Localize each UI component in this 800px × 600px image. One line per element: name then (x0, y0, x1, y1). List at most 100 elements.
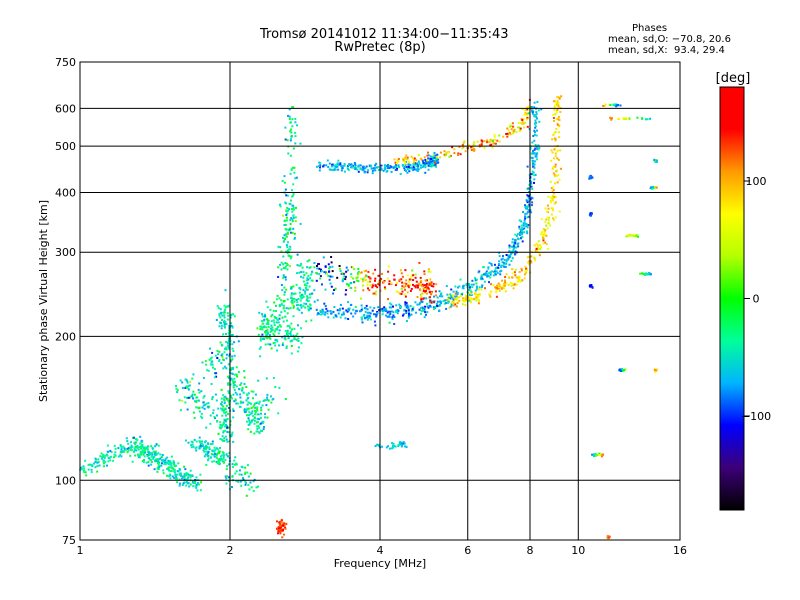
data-point (215, 454, 218, 457)
data-point (427, 154, 430, 157)
data-point (416, 169, 419, 172)
data-point (556, 157, 559, 160)
data-point (290, 286, 293, 288)
data-point (297, 304, 300, 306)
data-point (220, 322, 222, 325)
data-point (143, 455, 146, 458)
data-point (299, 299, 302, 302)
data-point (123, 447, 126, 450)
data-point (553, 173, 556, 176)
data-point (426, 305, 429, 308)
data-point (192, 480, 194, 483)
data-point (290, 255, 293, 258)
y-tick-label: 750 (55, 56, 76, 69)
data-point (107, 460, 110, 463)
data-point (635, 235, 638, 238)
data-point (327, 263, 330, 266)
data-point (537, 245, 540, 248)
data-point (135, 449, 138, 452)
data-point (342, 277, 345, 280)
data-point (204, 360, 207, 363)
data-point (283, 234, 286, 237)
data-point (106, 444, 109, 447)
data-point (407, 285, 410, 288)
data-point (202, 401, 205, 404)
data-point (84, 459, 87, 462)
data-point (301, 266, 304, 269)
data-point (236, 402, 239, 405)
data-point (167, 459, 170, 462)
data-point (181, 399, 184, 402)
data-point (291, 208, 294, 210)
data-point (462, 297, 465, 300)
data-point (474, 289, 477, 292)
data-point (191, 481, 194, 484)
data-point (557, 115, 560, 118)
data-point (273, 301, 276, 304)
data-point (417, 284, 420, 287)
data-point (454, 303, 457, 306)
data-point (427, 268, 430, 271)
data-point (212, 409, 215, 412)
data-point (187, 388, 190, 391)
data-point (215, 319, 218, 321)
data-point (233, 354, 236, 357)
data-point (347, 283, 350, 286)
data-point (352, 308, 355, 311)
data-point (262, 426, 265, 428)
data-point (259, 416, 262, 419)
data-point (483, 273, 486, 276)
data-point (278, 521, 281, 524)
data-point (253, 402, 256, 405)
data-point (496, 272, 499, 275)
data-point (467, 291, 470, 294)
data-point (296, 272, 299, 275)
data-point (240, 473, 243, 476)
data-point (129, 454, 132, 457)
data-point (191, 395, 194, 398)
data-point (248, 419, 251, 422)
data-point (477, 302, 480, 305)
data-point (440, 302, 442, 305)
data-point (385, 446, 388, 449)
data-point (187, 396, 190, 399)
data-point (517, 245, 520, 248)
data-point (106, 454, 109, 457)
data-point (286, 263, 289, 266)
data-point (261, 315, 264, 318)
data-point (348, 307, 351, 310)
data-point (207, 457, 210, 460)
data-points-layer (79, 95, 658, 540)
data-point (527, 112, 530, 115)
x-tick-label: 2 (227, 544, 234, 557)
data-point (502, 135, 505, 138)
data-point (559, 111, 562, 113)
data-point (276, 294, 279, 297)
data-point (429, 155, 432, 158)
data-point (410, 167, 413, 170)
data-point (224, 475, 227, 478)
data-point (267, 332, 270, 335)
data-point (281, 316, 284, 319)
data-point (288, 118, 291, 120)
data-point (293, 327, 296, 330)
data-point (549, 180, 552, 183)
data-point (374, 167, 377, 170)
data-point (415, 162, 418, 165)
data-point (461, 147, 464, 150)
data-point (307, 305, 309, 308)
data-point (197, 388, 200, 391)
data-point (389, 313, 392, 315)
data-point (452, 304, 455, 307)
data-point (516, 280, 519, 283)
data-point (428, 162, 430, 165)
data-point (621, 369, 624, 372)
data-point (633, 234, 636, 237)
data-point (507, 255, 510, 258)
data-point (552, 100, 555, 103)
data-point (490, 264, 493, 267)
data-point (290, 296, 293, 299)
data-point (459, 278, 462, 281)
data-point (97, 458, 100, 461)
y-tick-label: 75 (62, 534, 76, 547)
